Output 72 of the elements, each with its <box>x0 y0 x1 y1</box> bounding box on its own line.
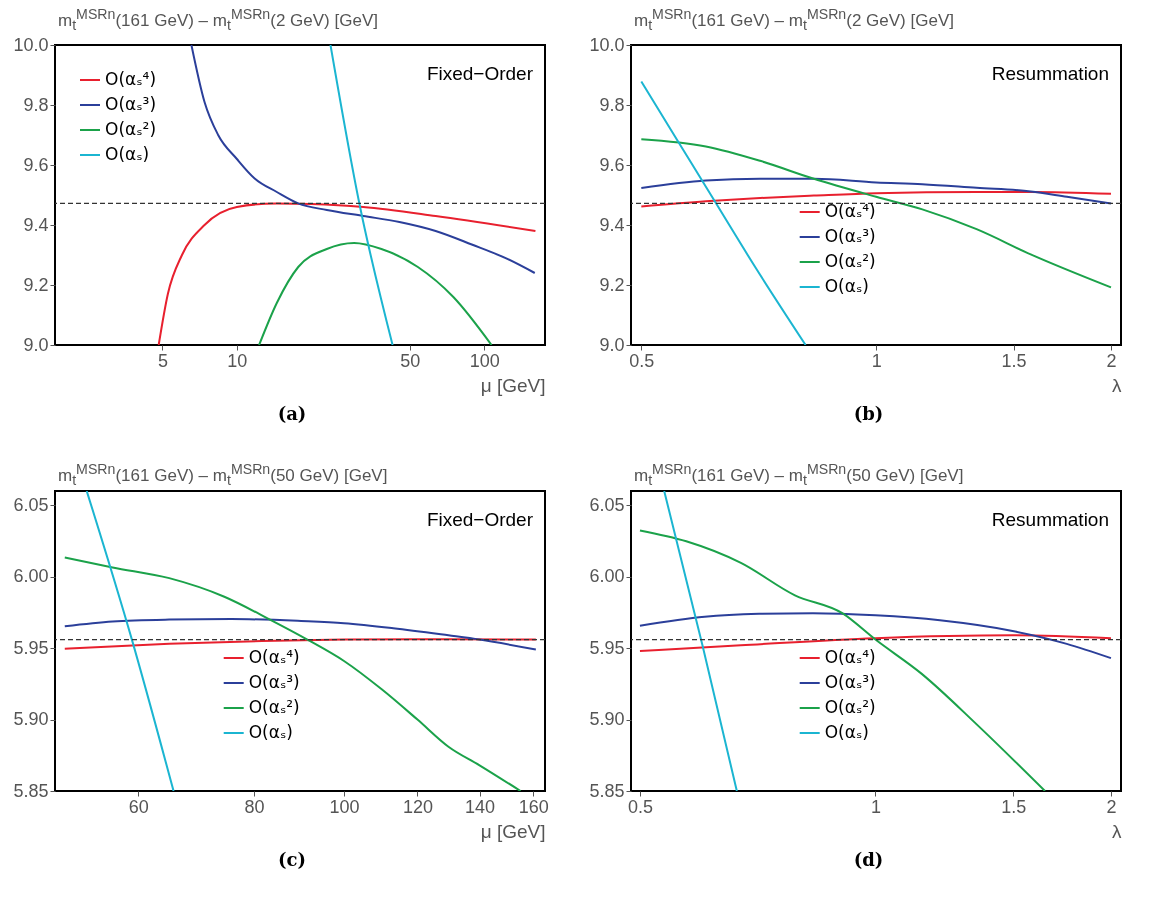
x-axis-title: μ [GeV] <box>480 374 546 396</box>
x-axis-title: λ <box>1112 820 1122 842</box>
x-tick-label: 1.5 <box>1001 796 1027 817</box>
x-tick-label: 50 <box>400 350 421 371</box>
x-tick-label: 80 <box>244 796 265 817</box>
y-tick-label: 10.0 <box>13 34 49 55</box>
y-tick-label: 9.6 <box>599 154 625 175</box>
y-tick-label: 9.0 <box>599 334 625 355</box>
x-tick-label: 1 <box>871 350 882 371</box>
legend-label: O(αₛ³) <box>105 94 157 114</box>
text: (a) <box>276 403 308 424</box>
y-tick-label: 9.8 <box>23 94 49 115</box>
y-axis-title: m$_{t}$$^{MSRn}$(161 GeV) – m$_{t}$$^{MSRn}$(2 GeV) [GeV] <box>58 6 379 34</box>
y-tick-label: 9.4 <box>23 214 49 235</box>
x-tick-label: 160 <box>518 796 549 817</box>
x-tick-label: 2 <box>1106 796 1117 817</box>
x-tick-label: 100 <box>469 350 500 371</box>
x-tick-label: 0.5 <box>627 796 653 817</box>
text: (d) <box>852 849 885 870</box>
y-tick-label: 6.00 <box>13 566 49 587</box>
annotation: Resummation <box>991 509 1109 530</box>
y-tick-label: 5.90 <box>589 709 625 730</box>
x-tick-label: 5 <box>157 350 168 371</box>
legend-label: O(αₛ²) <box>248 697 300 717</box>
x-tick-label: 140 <box>465 796 496 817</box>
y-tick-label: 5.85 <box>589 780 625 801</box>
legend-label: O(αₛ²) <box>824 251 876 271</box>
y-tick-label: 9.4 <box>599 214 625 235</box>
legend-label: O(αₛ) <box>824 276 869 296</box>
legend-label: O(αₛ³) <box>824 226 876 246</box>
legend-label: O(αₛ) <box>105 144 150 164</box>
legend-label: O(αₛ²) <box>824 697 876 717</box>
y-tick-label: 6.05 <box>13 494 49 515</box>
x-tick-label: 2 <box>1106 350 1117 371</box>
legend-label: O(αₛ²) <box>105 119 157 139</box>
y-tick-label: 9.8 <box>599 94 625 115</box>
annotation: Fixed−Order <box>426 63 534 84</box>
y-tick-label: 6.00 <box>589 566 625 587</box>
y-tick-label: 10.0 <box>589 34 625 55</box>
x-tick-label: 0.5 <box>629 350 655 371</box>
legend-label: O(αₛ⁴) <box>824 201 876 221</box>
y-tick-label: 5.90 <box>13 709 49 730</box>
legend-label: O(αₛ) <box>248 722 293 742</box>
legend-label: O(αₛ³) <box>248 672 300 692</box>
x-axis-title: λ <box>1112 374 1122 396</box>
legend-label: O(αₛ⁴) <box>105 69 157 89</box>
legend-label: O(αₛ) <box>824 722 869 742</box>
y-tick-label: 6.05 <box>589 494 625 515</box>
legend-label: O(αₛ⁴) <box>824 647 876 667</box>
x-tick-label: 1 <box>870 796 881 817</box>
y-axis-title: m$_{t}$$^{MSRn}$(161 GeV) – m$_{t}$$^{MSRn}$(50 GeV) [GeV] <box>634 461 965 489</box>
x-tick-label: 1.5 <box>1001 350 1027 371</box>
x-tick-label: 120 <box>402 796 433 817</box>
annotation: Fixed−Order <box>426 509 534 530</box>
y-tick-label: 9.2 <box>23 274 49 295</box>
x-tick-label: 60 <box>128 796 149 817</box>
text: (b) <box>852 403 885 424</box>
y-tick-label: 5.85 <box>13 780 49 801</box>
y-tick-label: 5.95 <box>13 637 49 658</box>
x-tick-label: 100 <box>329 796 360 817</box>
y-axis-title: m$_{t}$$^{MSRn}$(161 GeV) – m$_{t}$$^{MSRn}$(2 GeV) [GeV] <box>634 6 955 34</box>
legend-label: O(αₛ³) <box>824 672 876 692</box>
text: (c) <box>277 849 307 870</box>
y-tick-label: 5.95 <box>589 637 625 658</box>
annotation: Resummation <box>991 63 1109 84</box>
x-axis-title: μ [GeV] <box>480 820 546 842</box>
legend-label: O(αₛ⁴) <box>248 647 300 667</box>
x-tick-label: 10 <box>227 350 248 371</box>
y-axis-title: m$_{t}$$^{MSRn}$(161 GeV) – m$_{t}$$^{MSRn}$(50 GeV) [GeV] <box>58 461 389 489</box>
y-tick-label: 9.2 <box>599 274 625 295</box>
y-tick-label: 9.0 <box>23 334 49 355</box>
y-tick-label: 9.6 <box>23 154 49 175</box>
